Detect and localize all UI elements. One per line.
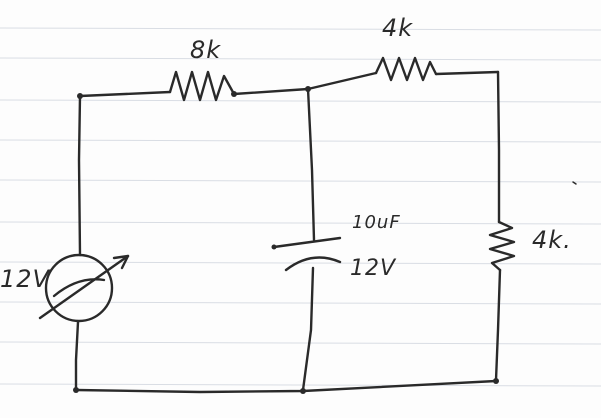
capacitor-value-label: 10uF [352,212,401,233]
paper-rules [0,27,601,387]
capacitor-voltage-label: 12V [350,256,397,281]
node-bottom-middle [300,388,306,394]
voltage-source-symbol [38,253,130,323]
resistor-8k-symbol [168,70,236,102]
resistor-4k-top-symbol [374,56,438,82]
capacitor-symbol [271,236,342,272]
resistor-8k-label: 8k [190,36,222,64]
node-top-left [77,93,83,99]
node-bottom-left [73,387,79,393]
source-voltage-label: 12V [0,265,50,293]
junction-dots [73,86,499,394]
node-top-middle [305,86,311,92]
resistor-4k-top-label: 4k [382,14,414,42]
wires [74,70,502,394]
node-bottom-right [493,378,499,384]
resistor-4k-right-symbol [488,220,516,272]
stray-mark [572,181,577,185]
resistor-4k-right-label: 4k. [532,226,572,254]
